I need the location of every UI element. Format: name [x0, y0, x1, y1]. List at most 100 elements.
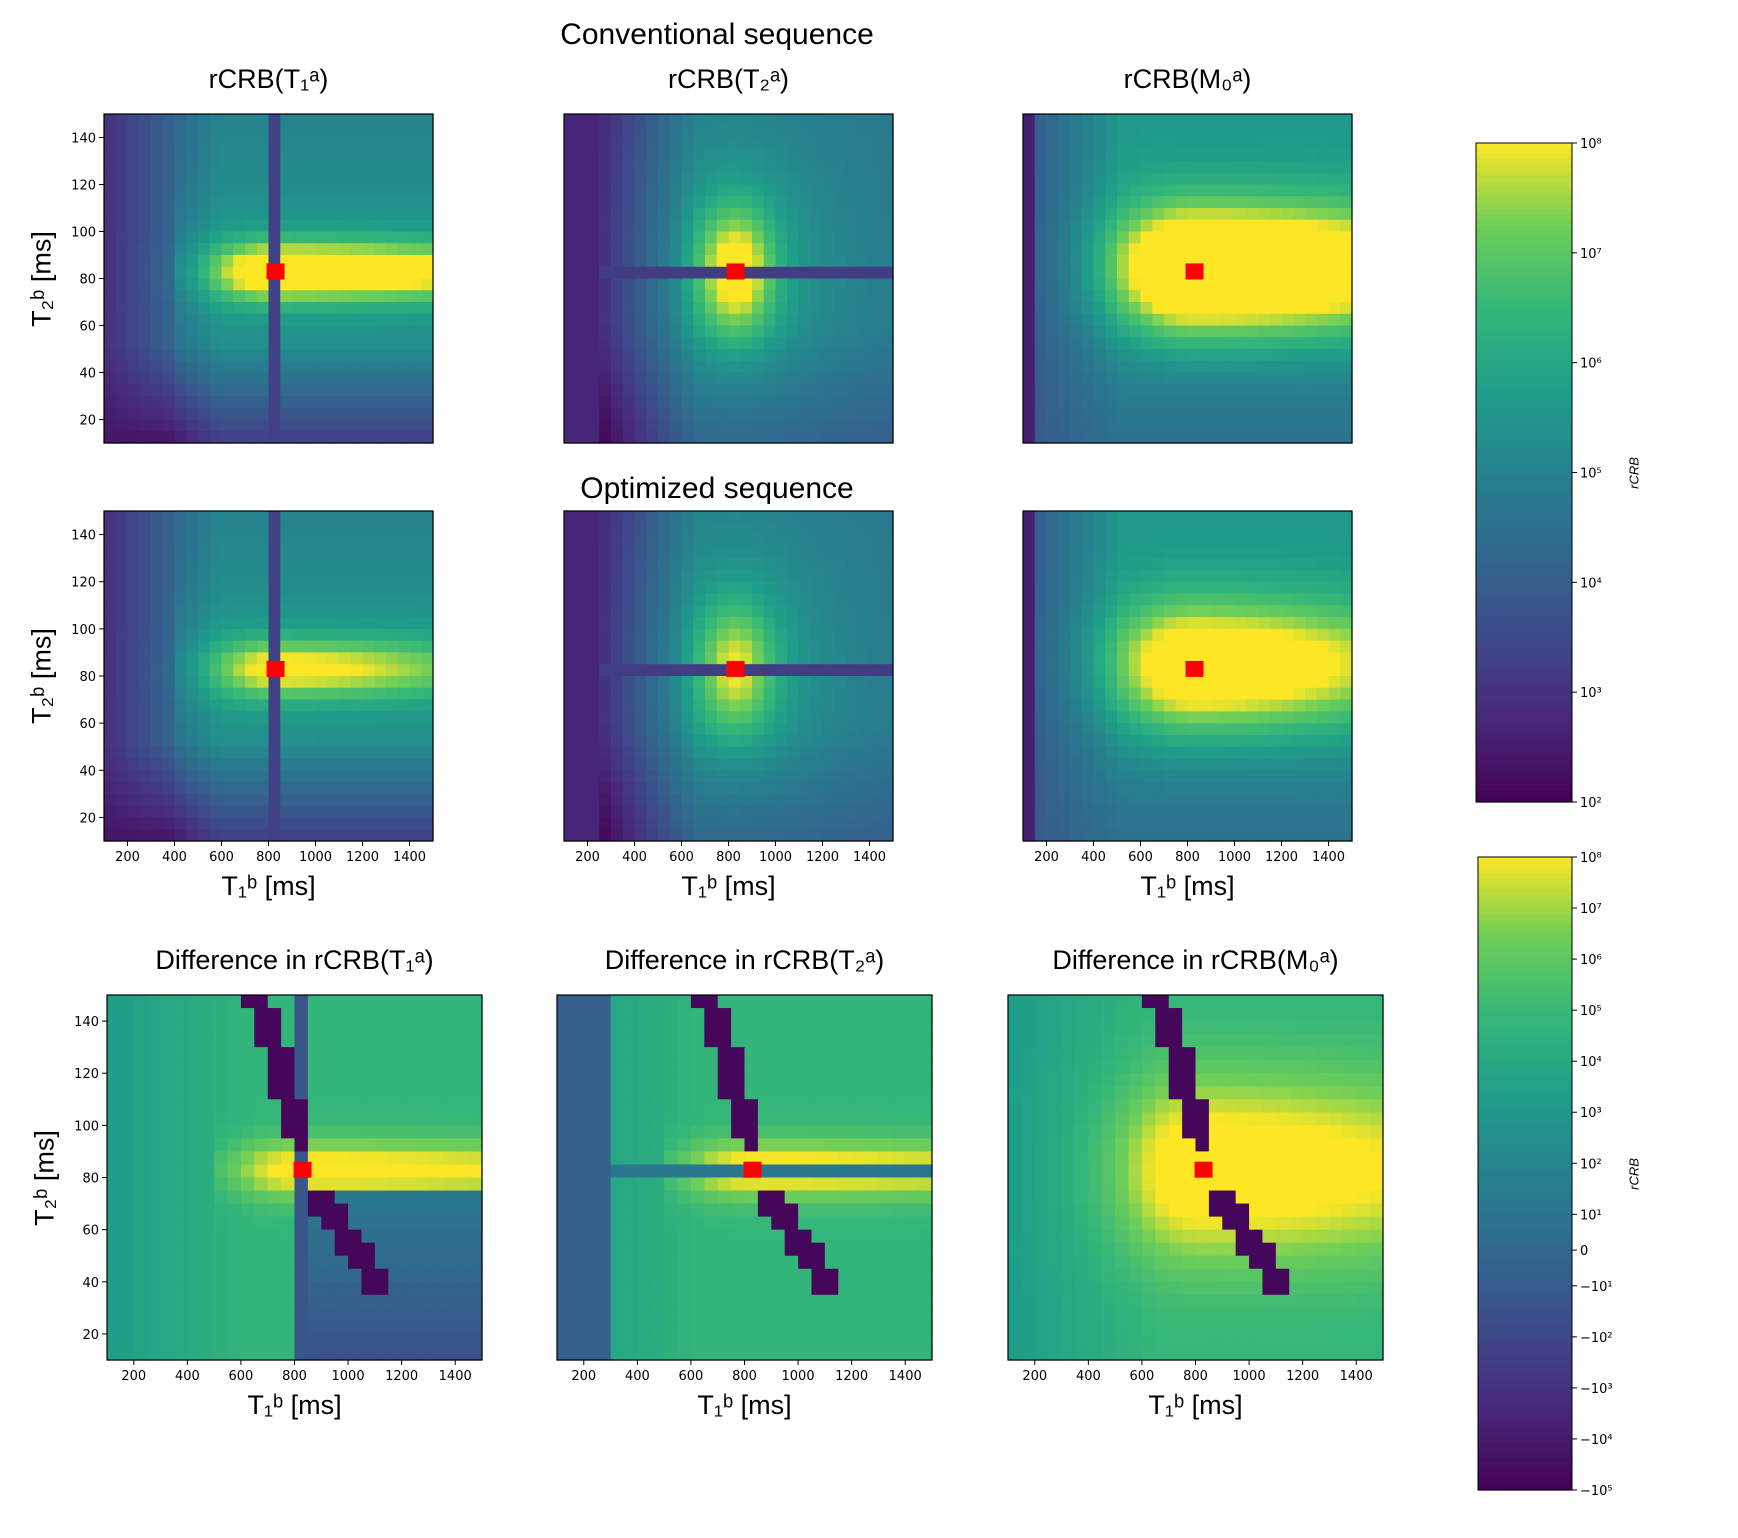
heatmap-cell	[787, 290, 800, 303]
heatmap-cell	[280, 534, 293, 547]
heatmap-cell	[267, 1034, 282, 1048]
heatmap-cell	[822, 546, 835, 559]
heatmap-cell	[388, 1034, 403, 1048]
heatmap-cell	[881, 125, 894, 139]
heatmap-cell	[716, 782, 730, 795]
heatmap-cell	[1093, 758, 1106, 771]
heatmap-cell	[611, 640, 624, 654]
heatmap-cell	[728, 676, 741, 689]
heatmap-cell	[233, 628, 246, 642]
heatmap-cell	[575, 617, 589, 630]
heatmap-cell	[409, 522, 422, 536]
heatmap-cell	[233, 407, 246, 421]
heatmap-cell	[104, 172, 117, 186]
heatmap-cell	[1246, 196, 1259, 209]
heatmap-cell	[1211, 431, 1224, 444]
heatmap-cell	[1023, 266, 1036, 280]
heatmap-cell	[1316, 522, 1330, 536]
heatmap-cell	[162, 255, 176, 268]
heatmap-cell	[386, 114, 399, 127]
heatmap-cell	[669, 384, 683, 397]
heatmap-cell	[1305, 290, 1318, 303]
heatmap-cell	[151, 372, 164, 385]
heatmap-cell	[209, 184, 223, 197]
heatmap-cell	[763, 676, 777, 689]
heatmap-cell	[139, 196, 152, 209]
heatmap-cell	[1058, 125, 1071, 139]
heatmap-cell	[881, 746, 894, 760]
heatmap-cell	[1211, 349, 1224, 362]
heatmap-cell	[740, 384, 753, 397]
heatmap-cell	[1234, 746, 1247, 760]
heatmap-cell	[1175, 546, 1189, 559]
heatmap-cell	[587, 770, 600, 783]
heatmap-cell	[397, 569, 411, 583]
heatmap-cell	[127, 723, 140, 736]
heatmap-cell	[1328, 278, 1341, 291]
heatmap-cell	[1316, 360, 1330, 374]
heatmap-cell	[716, 419, 730, 432]
heatmap-cell	[1211, 278, 1224, 291]
heatmap-cell	[1081, 243, 1095, 256]
heatmap-conv-t2	[563, 113, 894, 444]
heatmap-cell	[1269, 734, 1283, 748]
heatmap-cell	[599, 758, 612, 771]
heatmap-cell	[775, 676, 788, 689]
heatmap-cell	[115, 407, 129, 421]
heatmap-cell	[303, 676, 317, 689]
heatmap-cell	[575, 208, 589, 221]
heatmap-cell	[162, 266, 176, 280]
heatmap-cell	[810, 664, 824, 677]
heatmap-cell	[362, 664, 375, 677]
heatmap-cell	[397, 793, 411, 807]
heatmap-cell	[339, 723, 352, 736]
heatmap-cell	[622, 782, 636, 795]
heatmap-cell	[799, 805, 812, 819]
heatmap-cell	[198, 219, 211, 233]
heatmap-cell	[339, 208, 352, 221]
heatmap-cell	[587, 734, 600, 748]
heatmap-cell	[599, 137, 612, 150]
heatmap-cell	[1128, 337, 1142, 350]
heatmap-cell	[327, 114, 340, 127]
heatmap-cell	[256, 407, 270, 421]
heatmap-cell	[787, 664, 800, 677]
heatmap-cell	[327, 172, 340, 186]
heatmap-cell	[646, 511, 659, 524]
heatmap-cell	[1140, 829, 1153, 842]
heatmap-cell	[303, 125, 317, 139]
heatmap-cell	[115, 829, 129, 842]
heatmap-cell	[350, 372, 364, 385]
heatmap-cell	[107, 1073, 121, 1087]
heatmap-cell	[374, 640, 387, 654]
heatmap-cell	[256, 372, 270, 385]
heatmap-cell	[775, 384, 788, 397]
heatmap-cell	[1328, 676, 1341, 689]
heatmap-cell	[339, 770, 352, 783]
heatmap-cell	[705, 396, 718, 409]
heatmap-cell	[1164, 581, 1177, 595]
conventional-title: Conventional sequence	[560, 18, 874, 51]
reference-marker	[1185, 660, 1204, 677]
heatmap-cell	[1269, 770, 1283, 783]
heatmap-cell	[1293, 746, 1306, 760]
heatmap-cell	[822, 290, 835, 303]
heatmap-cell	[386, 208, 399, 221]
heatmap-cell	[587, 829, 600, 842]
heatmap-cell	[763, 313, 777, 327]
heatmap-cell	[1340, 581, 1353, 595]
heatmap-cell	[787, 640, 800, 654]
heatmap-cell	[186, 511, 199, 524]
heatmap-cell	[834, 243, 847, 256]
heatmap-cell	[1117, 628, 1130, 642]
heatmap-cell	[1199, 558, 1212, 571]
heatmap-cell	[339, 817, 352, 830]
heatmap-cell	[174, 617, 187, 630]
heatmap-cell	[1246, 125, 1259, 139]
heatmap-cell	[104, 617, 117, 630]
heatmap-cell	[292, 208, 305, 221]
heatmap-cell	[104, 290, 117, 303]
heatmap-cell	[575, 349, 589, 362]
heatmap-cell	[752, 746, 765, 760]
heatmap-cell	[292, 617, 305, 630]
